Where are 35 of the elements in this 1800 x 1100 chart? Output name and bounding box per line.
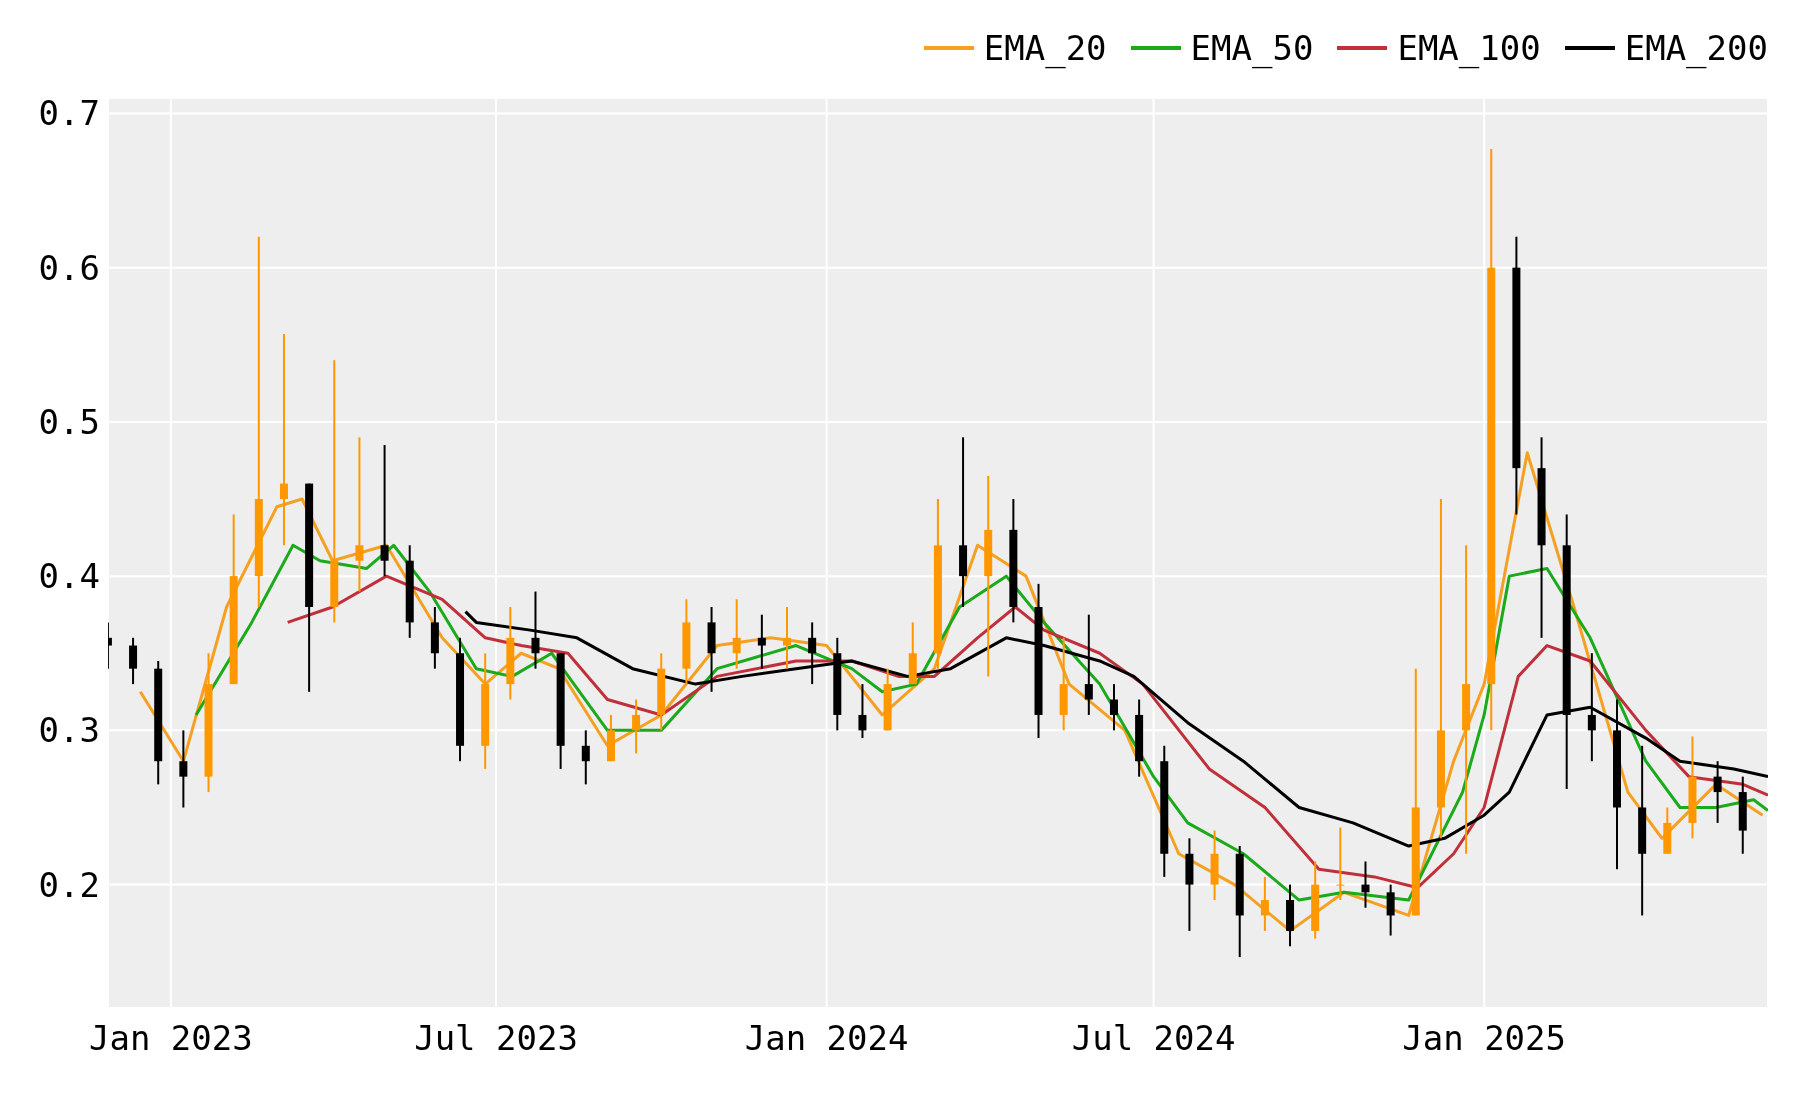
- candlestick: [129, 636, 138, 686]
- x-tick-label: Jan 2024: [744, 1018, 909, 1059]
- legend-label: EMA_200: [1624, 28, 1768, 68]
- candlestick: [808, 621, 817, 686]
- candlestick: [1361, 860, 1370, 909]
- candlestick: [757, 613, 766, 670]
- candlestick: [179, 729, 188, 809]
- legend-label: EMA_100: [1397, 28, 1541, 68]
- x-tick-label: Jul 2023: [414, 1018, 578, 1059]
- x-tick-label: Jan 2023: [89, 1018, 253, 1059]
- candlestick: [1336, 826, 1345, 902]
- x-tick-label: Jan 2025: [1402, 1018, 1567, 1059]
- y-tick-label: 0.2: [38, 864, 100, 905]
- candlestick: [858, 683, 867, 740]
- candlestick: [783, 605, 791, 670]
- y-tick-label: 0.4: [38, 556, 100, 597]
- candlestick: [380, 444, 389, 578]
- candlestick: [1713, 760, 1722, 824]
- candlestick: [1587, 652, 1596, 763]
- candlestick: [581, 729, 590, 786]
- candlestick: [632, 698, 641, 755]
- candlestick: [1084, 613, 1093, 716]
- legend-label: EMA_20: [983, 28, 1107, 68]
- y-tick-label: 0.3: [38, 710, 100, 751]
- x-tick-label: Jul 2024: [1071, 1018, 1236, 1059]
- candlestick: [355, 436, 364, 593]
- candlestick: [1386, 883, 1395, 937]
- candlestick: [1260, 875, 1269, 932]
- y-tick-label: 0.6: [38, 247, 100, 288]
- legend-label: EMA_50: [1190, 28, 1314, 68]
- candlestick: [279, 332, 288, 547]
- candlestick: [1109, 683, 1118, 732]
- y-tick-label: 0.5: [38, 401, 100, 442]
- y-tick-label: 0.7: [38, 93, 100, 134]
- candlestick: [732, 598, 741, 670]
